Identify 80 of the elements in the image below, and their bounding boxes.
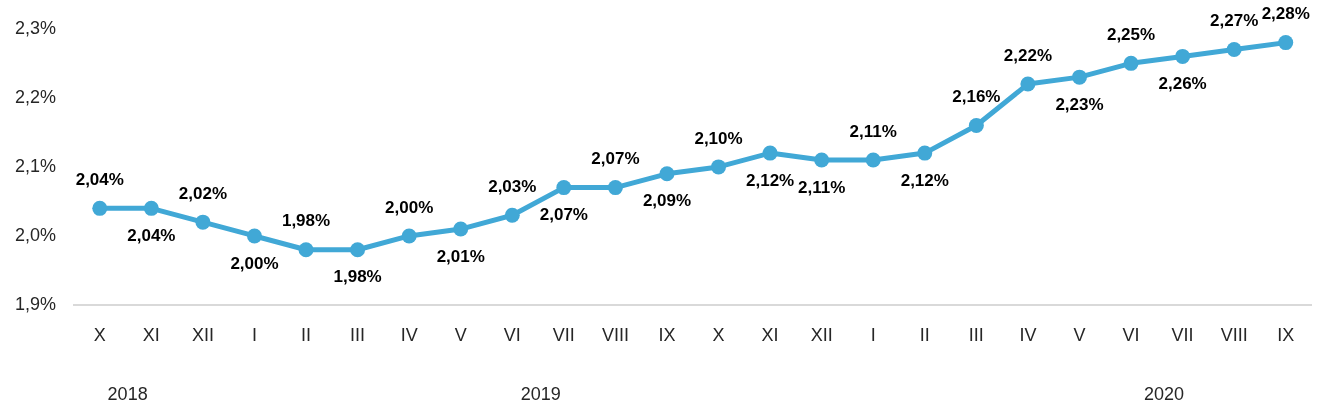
data-label: 2,07% — [539, 205, 588, 225]
point — [968, 117, 984, 133]
point — [711, 159, 727, 175]
data-label: 2,28% — [1261, 4, 1310, 24]
x-tick-label: II — [919, 324, 930, 345]
data-label: 2,03% — [488, 176, 537, 196]
x-tick-label: XI — [761, 324, 779, 345]
x-tick-label: IV — [1019, 324, 1037, 345]
point — [401, 228, 417, 244]
text: 2020 — [1144, 383, 1185, 404]
point — [92, 200, 108, 216]
x-tick-label: I — [870, 324, 876, 345]
data-label: 2,11% — [798, 177, 846, 197]
x-tick-label: XII — [191, 324, 214, 345]
data-label: 2,22% — [1003, 45, 1053, 65]
point — [1071, 69, 1087, 85]
data-label: 2,27% — [1210, 11, 1259, 31]
y-tick-label: 2,0% — [14, 224, 56, 245]
point — [298, 242, 314, 258]
x-tick-label: I — [251, 324, 257, 345]
point — [814, 152, 830, 168]
x-tick-label: VI — [503, 324, 521, 345]
text: 2019 — [520, 383, 561, 404]
x-tick-label: VII — [552, 324, 575, 345]
point — [659, 166, 675, 182]
data-label: 2,04% — [75, 170, 124, 190]
x-tick-label: III — [968, 324, 984, 345]
x-tick-label: XII — [810, 324, 833, 345]
x-tick-label: X — [712, 324, 725, 345]
point — [917, 145, 933, 161]
x-tick-label: VIII — [1220, 324, 1248, 345]
data-label: 2,00% — [385, 197, 434, 217]
data-label: 2,12% — [900, 170, 949, 190]
x-tick-label: VII — [1171, 324, 1194, 345]
data-label: 1,98% — [333, 267, 382, 287]
data-label: 1,98% — [281, 211, 331, 231]
point — [195, 214, 211, 230]
point — [556, 180, 572, 196]
x-tick-label: IX — [658, 324, 676, 345]
point — [143, 200, 159, 216]
data-label: 2,23% — [1055, 94, 1104, 114]
x-tick-label: VIII — [601, 324, 629, 345]
point — [1278, 35, 1294, 51]
data-label: 2,16% — [952, 87, 1001, 107]
x-tick-label: X — [93, 324, 106, 345]
data-label: 2,12% — [745, 170, 795, 190]
data-label: 2,02% — [178, 183, 228, 203]
data-label: 2,25% — [1106, 25, 1156, 45]
data-label: 2,07% — [591, 149, 640, 169]
point — [607, 180, 623, 196]
point — [246, 228, 262, 244]
x-tick-label: V — [1073, 324, 1086, 345]
data-label: 2,04% — [127, 226, 176, 246]
x-tick-label: V — [454, 324, 467, 345]
point — [1175, 48, 1191, 64]
x-tick-label: IV — [400, 324, 418, 345]
y-tick-label: 2,2% — [14, 86, 56, 107]
point — [453, 221, 469, 237]
data-label: 2,26% — [1158, 74, 1207, 94]
point — [1020, 76, 1036, 92]
point — [1226, 42, 1242, 58]
x-tick-label: IX — [1277, 324, 1295, 345]
x-tick-label: XI — [142, 324, 160, 345]
data-label: 2,09% — [642, 191, 692, 211]
y-tick-label: 1,9% — [14, 293, 56, 314]
point — [504, 207, 520, 223]
point — [350, 242, 366, 258]
data-label: 2,01% — [436, 246, 485, 266]
data-label: 2,10% — [694, 128, 743, 148]
point — [762, 145, 778, 161]
data-label: 2,00% — [230, 253, 279, 273]
text: 2018 — [107, 383, 148, 404]
y-tick-label: 2,3% — [14, 17, 56, 38]
x-tick-label: III — [350, 324, 366, 345]
point — [1123, 55, 1139, 71]
y-tick-label: 2,1% — [14, 155, 56, 176]
data-label: 2,11% — [849, 121, 897, 141]
x-tick-label: II — [301, 324, 312, 345]
point — [865, 152, 881, 168]
x-tick-label: VI — [1122, 324, 1140, 345]
